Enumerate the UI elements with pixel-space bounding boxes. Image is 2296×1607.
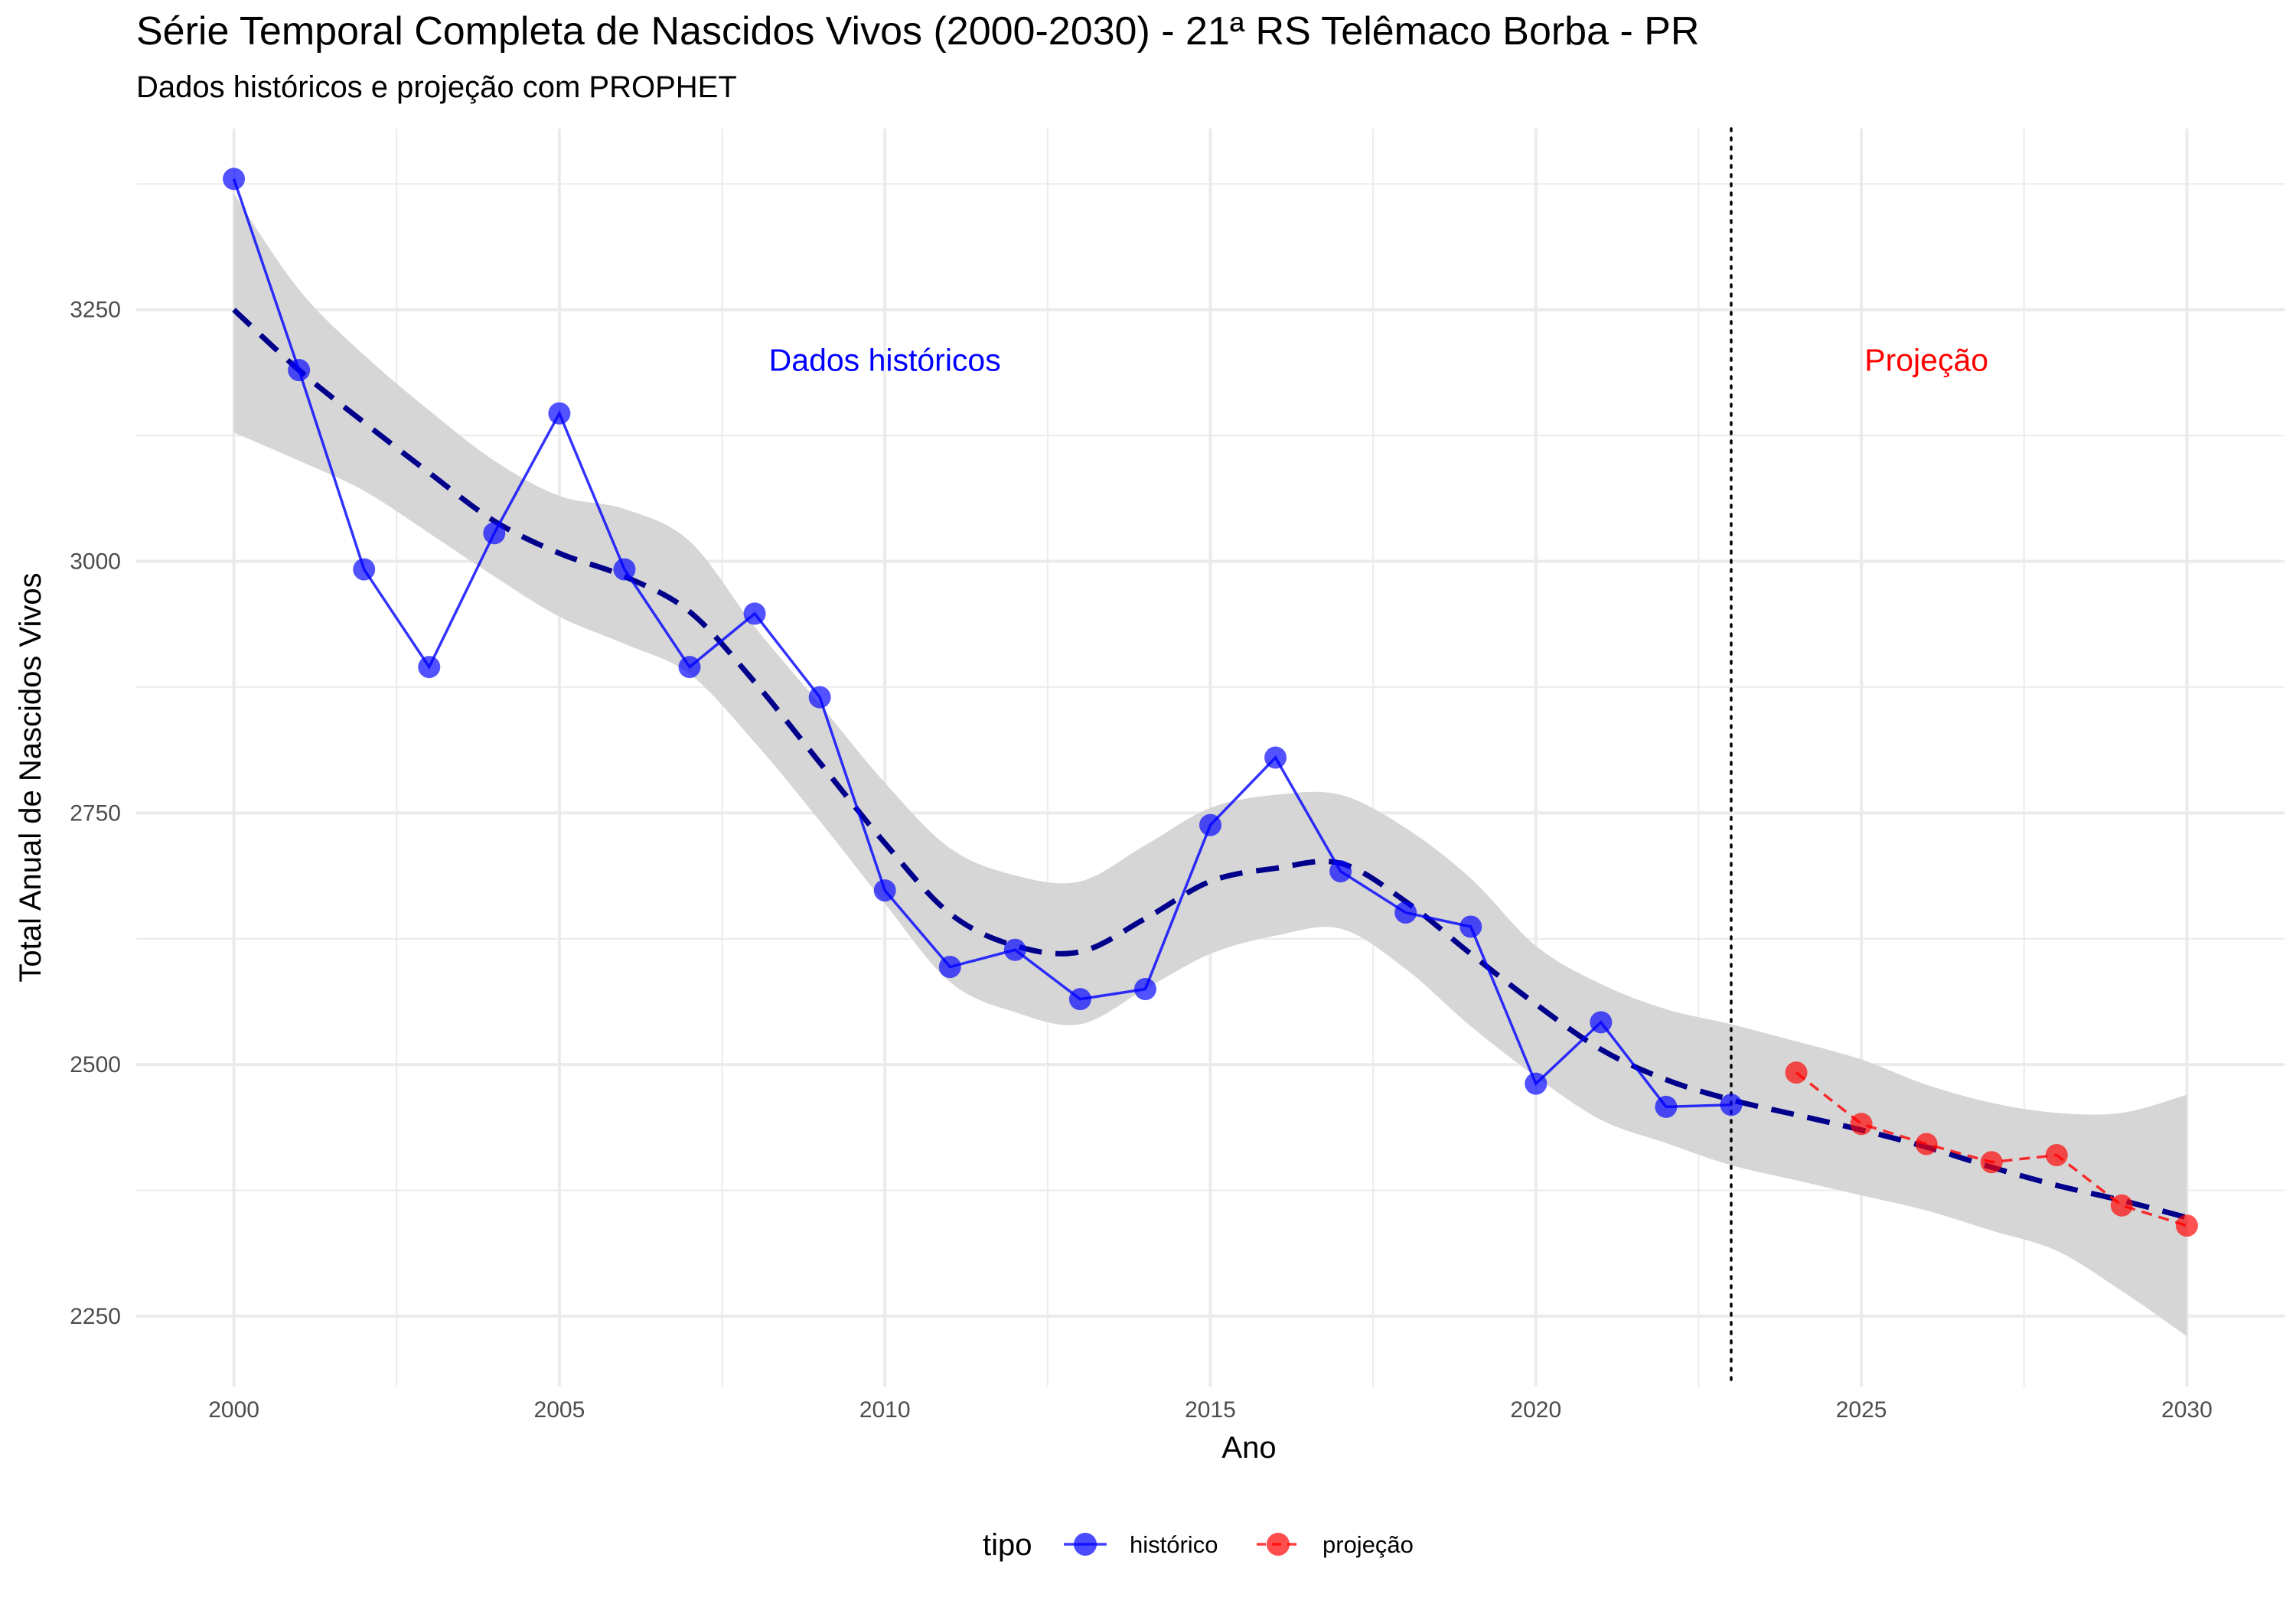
point-historico-2013 [1068,988,1091,1011]
confidence-band [233,194,2187,1337]
x-axis-ticks: 2000 2005 2010 2015 2020 2025 2030 [208,1397,2213,1423]
y-tick-label-2500: 2500 [70,1052,121,1077]
point-historico-2011 [938,956,961,979]
point-projecao-2030 [2175,1214,2198,1237]
point-historico-2010 [873,879,896,902]
annotation-projecao: Projeção [1864,342,1988,377]
y-tick-label-2750: 2750 [70,800,121,826]
legend-item-projecao: projeção [1257,1531,1414,1558]
x-tick-label-2015: 2015 [1185,1397,1236,1423]
chart-title: Série Temporal Completa de Nascidos Vivo… [136,9,1699,54]
point-historico-2020 [1525,1072,1548,1095]
legend-key-point-projecao [1267,1533,1290,1556]
point-historico-2005 [548,402,571,425]
point-historico-2016 [1264,746,1287,769]
x-tick-label-2010: 2010 [859,1397,911,1423]
point-historico-2014 [1133,977,1156,1000]
x-tick-label-2005: 2005 [534,1397,585,1423]
x-tick-label-2030: 2030 [2161,1397,2213,1423]
x-tick-label-2000: 2000 [208,1397,259,1423]
point-historico-2009 [808,686,831,709]
x-tick-label-2025: 2025 [1836,1397,1887,1423]
y-axis-title: Total Anual de Nascidos Vivos [14,572,47,982]
point-historico-2018 [1394,901,1417,924]
legend-title: tipo [983,1528,1032,1562]
point-historico-2000 [223,168,246,191]
point-projecao-2024 [1785,1061,1808,1084]
point-historico-2023 [1720,1094,1743,1116]
point-historico-2007 [678,656,701,679]
point-projecao-2026 [1915,1133,1938,1156]
annotation-dados-historicos: Dados históricos [769,342,1001,377]
legend-label-projecao: projeção [1322,1531,1414,1558]
trend-line [232,308,2188,1221]
x-tick-label-2020: 2020 [1510,1397,1561,1423]
point-historico-2008 [743,602,766,625]
point-historico-2012 [1003,938,1026,961]
confidence-band-layer [233,194,2187,1337]
point-projecao-2025 [1850,1113,1873,1136]
y-tick-label-2250: 2250 [70,1304,121,1329]
point-projecao-2027 [1980,1151,2003,1174]
point-historico-2019 [1459,915,1482,938]
point-historico-2003 [418,656,441,679]
x-axis-title: Ano [1221,1431,1276,1465]
point-historico-2022 [1655,1095,1678,1118]
point-historico-2017 [1329,860,1352,883]
legend-key-point-historico [1074,1533,1097,1556]
point-projecao-2029 [2110,1194,2133,1217]
trend-layer [232,308,2188,1221]
point-historico-2021 [1590,1011,1613,1034]
point-historico-2002 [353,558,376,581]
legend: tipo histórico projeção [983,1528,1414,1562]
point-historico-2004 [483,522,506,545]
point-historico-2015 [1199,813,1221,836]
annotation-layer: Dados históricos Projeção [769,342,1988,377]
y-axis-ticks: 2250 2500 2750 3000 3250 [70,298,121,1329]
legend-label-historico: histórico [1130,1531,1218,1558]
point-projecao-2028 [2045,1144,2068,1167]
y-tick-label-3000: 3000 [70,549,121,575]
series-line-historico [232,178,1732,1109]
point-historico-2001 [288,359,311,382]
point-historico-2006 [613,558,636,581]
legend-item-historico: histórico [1064,1531,1218,1558]
y-tick-label-3250: 3250 [70,298,121,323]
chart-subtitle: Dados históricos e projeção com PROPHET [136,70,737,104]
series-layer [223,168,2198,1237]
